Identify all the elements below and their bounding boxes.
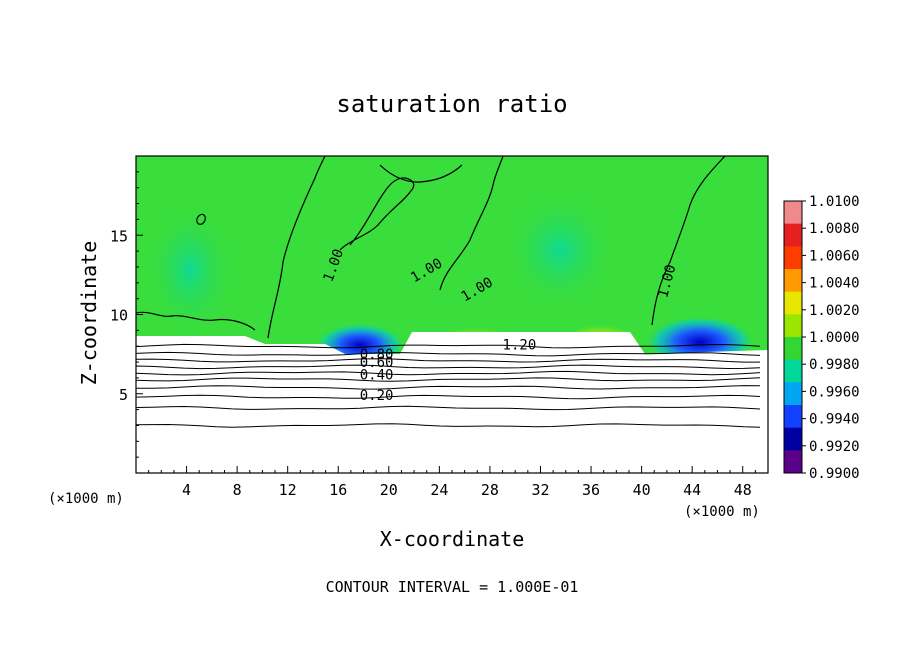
x-tick-label-8: 36 bbox=[582, 481, 600, 499]
x-tick-label-2: 12 bbox=[279, 481, 297, 499]
y-axis-label: Z-coordinate bbox=[77, 241, 101, 386]
x-unit-left: (×1000 m) bbox=[48, 491, 124, 507]
colorbar-label-3: 1.0040 bbox=[809, 276, 860, 292]
contour-1-00-a bbox=[267, 156, 326, 339]
lower-contour-1 bbox=[136, 351, 761, 357]
colorbar-segment-9 bbox=[784, 405, 802, 429]
y-tick-label-0: 5 bbox=[119, 386, 128, 404]
contour-lines bbox=[136, 156, 726, 339]
contour-label-5: 0.80 bbox=[360, 347, 394, 363]
chart-title: saturation ratio bbox=[336, 90, 567, 118]
colorbar-segment-3 bbox=[784, 269, 802, 293]
x-tick-label-0: 4 bbox=[182, 481, 191, 499]
lower-contour-6 bbox=[136, 385, 761, 390]
colorbar-label-10: 0.9900 bbox=[809, 466, 860, 482]
x-tick-label-11: 48 bbox=[734, 481, 752, 499]
colorbar-label-4: 1.0020 bbox=[809, 303, 860, 319]
stable-layer bbox=[136, 332, 768, 473]
colorbar-segment-7 bbox=[784, 359, 802, 383]
lower-contours bbox=[136, 343, 761, 428]
lower-contour-5 bbox=[136, 377, 761, 382]
colorbar-segment-0 bbox=[784, 201, 802, 225]
colorbar-segment-11 bbox=[784, 450, 802, 474]
lower-contour-0 bbox=[136, 343, 761, 349]
contour-1-00-e bbox=[379, 164, 463, 183]
x-tick-label-4: 20 bbox=[380, 481, 398, 499]
x-axis-label: X-coordinate bbox=[380, 527, 525, 551]
x-tick-label-5: 24 bbox=[430, 481, 448, 499]
lower-contour-3 bbox=[136, 364, 761, 370]
contour-label-7: 0.40 bbox=[360, 367, 394, 383]
colorbar-label-7: 0.9960 bbox=[809, 384, 860, 400]
contour-0-99-left bbox=[196, 213, 206, 225]
x-tick-label-10: 44 bbox=[683, 481, 701, 499]
colorbar-label-9: 0.9920 bbox=[809, 439, 860, 455]
lower-contour-4 bbox=[136, 370, 761, 376]
x-tick-label-1: 8 bbox=[233, 481, 242, 499]
colorbar-segment-5 bbox=[784, 314, 802, 338]
low-saturation-region-left bbox=[145, 205, 235, 335]
y-tick-label-1: 10 bbox=[110, 307, 128, 325]
colorbar-label-0: 1.0100 bbox=[809, 194, 860, 210]
plot-area bbox=[136, 156, 768, 473]
y-axis-ticks: 5 10 15 bbox=[110, 171, 143, 458]
colorbar-label-8: 0.9940 bbox=[809, 412, 860, 428]
x-tick-label-7: 32 bbox=[531, 481, 549, 499]
x-tick-label-3: 16 bbox=[329, 481, 347, 499]
lower-contour-9 bbox=[136, 423, 761, 428]
contour-label-8: 0.20 bbox=[360, 388, 394, 404]
x-unit-right: (×1000 m) bbox=[684, 504, 760, 520]
contour-label-6: 0.60 bbox=[360, 355, 394, 371]
y-tick-label-2: 15 bbox=[110, 227, 128, 245]
x-tick-label-9: 40 bbox=[633, 481, 651, 499]
colorbar-label-5: 1.0000 bbox=[809, 330, 860, 346]
colorbar-segment-6 bbox=[784, 337, 802, 361]
colorbar: 1.0100 1.0080 1.0060 1.0040 1.0020 1.0000 0.99… bbox=[783, 194, 860, 482]
lower-contour-7 bbox=[136, 394, 761, 400]
lower-contour-2 bbox=[136, 358, 760, 363]
colorbar-segment-8 bbox=[784, 382, 802, 406]
lower-contour-8 bbox=[136, 405, 761, 411]
colorbar-segment-1 bbox=[784, 223, 802, 247]
contour-1-00-b bbox=[339, 177, 415, 251]
contour-0-98-left bbox=[136, 311, 256, 331]
x-axis-ticks: 4 8 12 16 20 24 28 32 36 40 44 48 bbox=[148, 466, 756, 499]
low-saturation-region-mid bbox=[505, 190, 615, 310]
colorbar-segment-4 bbox=[784, 291, 802, 315]
colorbar-label-6: 0.9980 bbox=[809, 357, 860, 373]
x-tick-label-6: 28 bbox=[481, 481, 499, 499]
colorbar-label-2: 1.0060 bbox=[809, 248, 860, 264]
colorbar-label-1: 1.0080 bbox=[809, 221, 860, 237]
contour-1-00-c bbox=[439, 156, 504, 291]
colorbar-segment-2 bbox=[784, 246, 802, 270]
contour-label-4: 1.20 bbox=[503, 337, 537, 353]
footer-note: CONTOUR INTERVAL = 1.000E-01 bbox=[326, 578, 579, 596]
contour-1-00-d bbox=[651, 156, 726, 326]
colorbar-segment-10 bbox=[784, 427, 802, 451]
